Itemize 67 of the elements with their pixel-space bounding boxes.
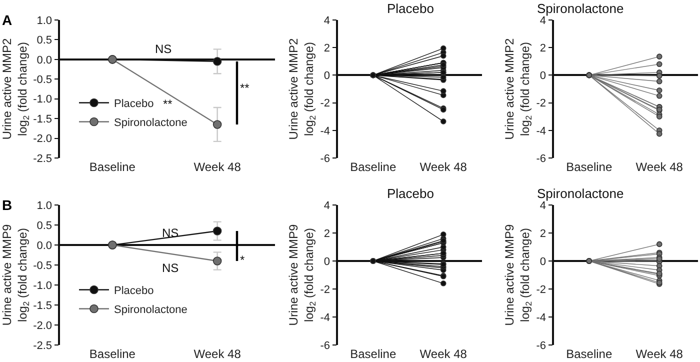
x-tick-label: Week 48 [194,160,242,174]
y-tick-label: 0 [540,256,546,268]
y-tick-label: -1.0 [33,280,52,292]
x-tick-label: Baseline [350,347,396,361]
x-tick-label: Baseline [566,347,612,361]
y-tick-label: -2.5 [33,340,52,352]
y-tick-label: 0 [324,256,330,268]
y-tick-label: -6 [536,340,546,352]
annotation: ** [163,97,173,111]
y-tick-label: -6 [320,152,330,165]
y-tick-label: -2 [536,98,546,110]
y-tick-label: -1.5 [33,113,52,126]
y-tick-label: -4 [536,125,546,138]
y-tick-label: 1.0 [36,14,52,27]
chart-title: Placebo [387,1,434,16]
legend-label: Spironolactone [114,304,188,316]
y-tick-label: -1.0 [33,94,52,106]
y-tick-label: -2 [536,284,546,296]
y-tick-label: 2 [540,228,546,240]
y-tick-label: -4 [320,312,330,324]
annotation: NS [155,42,172,56]
y-tick-label: 0.5 [36,34,52,47]
y-tick-label: -0.5 [33,74,52,86]
chart-title: Placebo [387,186,434,201]
y-tick-label: 1.0 [36,200,52,212]
y-tick-label: 2 [324,228,330,240]
legend-label: Spironolactone [114,117,188,130]
x-tick-label: Week 48 [420,160,468,174]
annotation: NS [162,261,179,275]
y-tick-label: 0.5 [36,220,52,232]
annotation: ** [240,81,250,95]
y-tick-label: -2 [320,98,330,110]
x-tick-label: Baseline [89,160,136,174]
x-tick-label: Week 48 [636,160,684,174]
legend-label: Placebo [114,285,154,298]
y-tick-label: 0 [324,70,330,82]
text: A [2,12,12,28]
text: B [2,197,12,213]
y-tick-label: -2.5 [33,152,52,165]
y-tick-label: 0.0 [36,240,52,252]
y-tick-label: 4 [540,14,546,27]
y-tick-label: -1.5 [33,300,52,312]
x-tick-label: Week 48 [194,347,242,361]
y-tick-label: 0.0 [36,54,52,66]
legend-label: Placebo [114,98,154,110]
x-tick-label: Week 48 [420,347,468,361]
y-tick-label: 4 [324,200,330,212]
y-tick-label: -4 [320,125,330,138]
y-tick-label: 0 [540,70,546,82]
y-tick-label: 4 [324,14,330,27]
x-tick-label: Week 48 [636,347,684,361]
y-tick-label: 2 [540,42,546,54]
annotation: * [240,253,245,267]
y-tick-label: -6 [536,152,546,165]
y-tick-label: -2.0 [33,320,52,332]
y-tick-label: -0.5 [33,260,52,272]
y-tick-label: -2.0 [33,133,52,146]
chart-title: Spironolactone [537,186,624,201]
y-tick-label: -2 [320,284,330,296]
chart-title: Spironolactone [537,1,624,16]
y-tick-label: 2 [324,42,330,54]
x-tick-label: Baseline [89,347,136,361]
y-tick-label: -6 [320,340,330,352]
x-tick-label: Baseline [566,160,612,174]
x-tick-label: Baseline [350,160,396,174]
y-tick-label: 4 [540,200,546,212]
y-tick-label: -4 [536,312,546,324]
